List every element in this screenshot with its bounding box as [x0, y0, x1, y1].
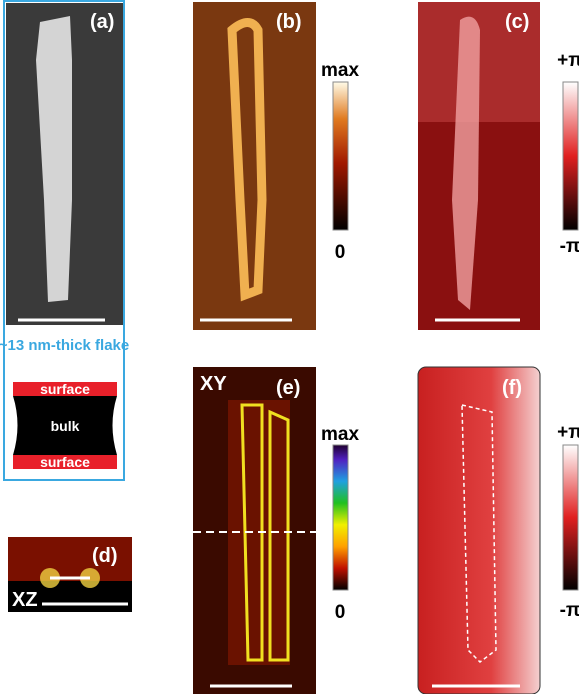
layer-label: bulk — [51, 418, 80, 434]
colorbar-label: -π — [560, 600, 579, 621]
panel-label: (a) — [90, 11, 114, 33]
colorbar-label: max — [321, 60, 359, 81]
colorbar-label: 0 — [335, 602, 346, 623]
plane-label: XY — [200, 373, 227, 395]
layer-label: surface — [40, 454, 90, 470]
colorbar-label: +π — [557, 422, 579, 443]
colorbar-label: max — [321, 424, 359, 445]
panel-label: (d) — [92, 545, 118, 567]
panel-label: (e) — [276, 377, 300, 399]
colorbar — [333, 445, 348, 590]
colorbar-label: 0 — [335, 242, 346, 263]
phase-image — [418, 367, 540, 694]
colorbar-label: +π — [557, 50, 579, 71]
plane-label: XZ — [12, 589, 38, 611]
layer-label: surface — [40, 381, 90, 397]
colorbar-label: -π — [560, 236, 579, 257]
title: ~13 nm-thick flake — [0, 337, 129, 354]
panel-label: (c) — [505, 11, 529, 33]
colorbar — [333, 82, 348, 230]
figure: (a) ~13 nm-thick flake surface bulk surf… — [0, 0, 579, 694]
schematic-title: ~13 nm-thick flake — [0, 337, 129, 354]
colorbar — [563, 445, 578, 590]
colorbar — [563, 82, 578, 230]
panel-label: (f) — [502, 377, 522, 399]
panel-label: (b) — [276, 11, 302, 33]
